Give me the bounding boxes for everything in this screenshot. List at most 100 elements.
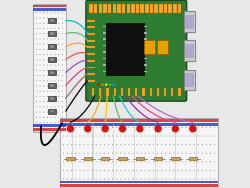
Circle shape [194, 161, 195, 162]
Bar [60, 181, 218, 183]
Circle shape [104, 127, 105, 128]
Circle shape [58, 59, 59, 60]
Circle shape [58, 64, 59, 66]
Circle shape [100, 161, 101, 162]
Bar [144, 58, 147, 59]
Circle shape [43, 38, 44, 39]
Circle shape [54, 96, 56, 97]
Circle shape [51, 122, 52, 123]
Circle shape [92, 153, 93, 154]
Circle shape [83, 124, 92, 133]
Circle shape [75, 178, 76, 180]
Circle shape [62, 91, 63, 92]
Circle shape [145, 153, 146, 154]
Circle shape [210, 170, 211, 171]
Circle shape [67, 153, 68, 154]
Bar [48, 96, 56, 101]
Circle shape [153, 170, 154, 171]
Circle shape [62, 12, 63, 13]
Bar [60, 118, 218, 188]
Circle shape [210, 153, 211, 154]
Circle shape [210, 127, 211, 128]
Circle shape [214, 127, 215, 128]
Bar [164, 4, 167, 13]
Circle shape [161, 127, 162, 128]
Circle shape [58, 122, 59, 123]
Bar [157, 40, 168, 54]
Circle shape [51, 38, 52, 39]
Bar [106, 88, 108, 96]
Circle shape [75, 127, 76, 128]
Circle shape [51, 70, 52, 71]
Circle shape [54, 23, 56, 24]
Circle shape [47, 96, 48, 97]
Circle shape [71, 136, 72, 137]
Circle shape [62, 85, 63, 86]
Circle shape [140, 136, 142, 137]
Circle shape [58, 38, 59, 39]
Circle shape [54, 38, 56, 39]
Circle shape [153, 136, 154, 137]
Circle shape [62, 75, 63, 76]
Circle shape [62, 49, 63, 50]
Bar [89, 4, 93, 13]
Circle shape [136, 153, 138, 154]
Bar [88, 46, 95, 48]
Circle shape [92, 161, 93, 162]
Circle shape [92, 127, 93, 128]
Circle shape [157, 153, 158, 154]
Circle shape [108, 144, 109, 145]
Circle shape [92, 144, 93, 145]
Bar [144, 26, 147, 27]
Circle shape [96, 153, 97, 154]
Bar [144, 40, 155, 54]
Bar [101, 158, 109, 160]
Circle shape [190, 153, 191, 154]
Bar [164, 88, 166, 96]
Bar [157, 88, 159, 96]
Circle shape [62, 80, 63, 81]
Circle shape [124, 161, 125, 162]
Circle shape [198, 153, 199, 154]
Circle shape [54, 44, 56, 45]
Bar [48, 31, 56, 36]
Circle shape [169, 170, 170, 171]
Bar [108, 4, 112, 13]
Circle shape [58, 111, 59, 113]
Circle shape [112, 144, 113, 145]
Circle shape [206, 161, 207, 162]
Bar [185, 73, 194, 87]
Circle shape [62, 59, 63, 60]
Circle shape [101, 124, 110, 133]
Circle shape [43, 122, 44, 123]
Circle shape [190, 126, 196, 132]
Circle shape [92, 170, 93, 171]
Circle shape [36, 49, 37, 50]
Circle shape [36, 122, 37, 123]
Circle shape [63, 144, 64, 145]
Bar [189, 158, 197, 160]
Circle shape [51, 111, 52, 113]
Circle shape [149, 144, 150, 145]
Circle shape [43, 96, 44, 97]
Circle shape [190, 178, 191, 180]
Circle shape [153, 127, 154, 128]
Circle shape [165, 127, 166, 128]
Circle shape [36, 38, 37, 39]
Circle shape [43, 49, 44, 50]
Circle shape [47, 54, 48, 55]
Circle shape [112, 178, 113, 180]
Circle shape [136, 136, 138, 137]
Bar [145, 4, 148, 13]
Bar [50, 71, 54, 74]
Circle shape [63, 178, 64, 180]
Circle shape [124, 153, 125, 154]
Circle shape [51, 44, 52, 45]
Circle shape [36, 64, 37, 66]
Circle shape [157, 161, 158, 162]
Bar [144, 51, 147, 53]
Circle shape [36, 111, 37, 113]
Circle shape [202, 178, 203, 180]
Circle shape [118, 124, 127, 133]
Bar [185, 15, 194, 29]
